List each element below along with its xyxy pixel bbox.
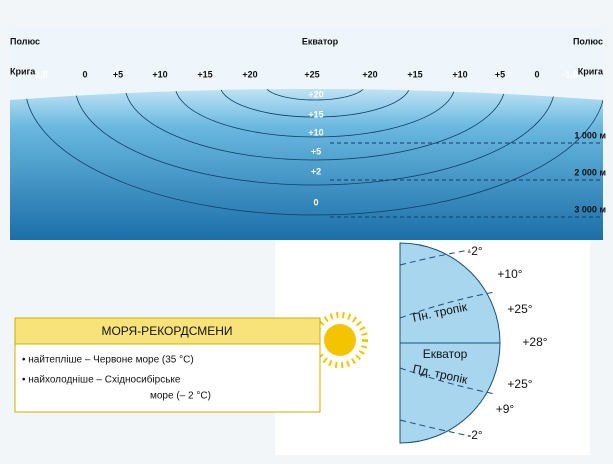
globe-temp: -2° — [467, 244, 483, 258]
record-title: МОРЯ-РЕКОРДСМЕНИ — [101, 324, 232, 338]
diagram: Полюс Екватор Полюс Крига Крига -1,80+5+… — [0, 0, 613, 464]
record-item: море (– 2 °С) — [150, 391, 211, 402]
depth-temp: +5 — [311, 146, 321, 156]
depth-label: 2 000 м — [574, 167, 606, 177]
depth-temp: +15 — [308, 109, 323, 119]
globe-temp: +9° — [496, 402, 515, 416]
depth-temp: +10 — [308, 127, 323, 137]
surface-temp: +20 — [242, 69, 257, 79]
globe-temp: +28° — [522, 335, 547, 349]
surface-temp: +10 — [152, 69, 167, 79]
surface-temp: +15 — [407, 69, 422, 79]
depth-label: 1 000 м — [574, 130, 606, 140]
globe-temp: +10° — [497, 267, 522, 281]
globe-temp: +25° — [507, 377, 532, 391]
surface-temp: +15 — [197, 69, 212, 79]
surface-temp: +20 — [362, 69, 377, 79]
equator-label: Екватор — [302, 36, 339, 46]
surface-temp: +5 — [495, 69, 505, 79]
equator-label: Екватор — [423, 347, 468, 361]
surface-temp: +25 — [304, 69, 319, 79]
globe-temp: +25° — [507, 302, 532, 316]
surface-temp: 0 — [82, 69, 87, 79]
depth-temp: +20 — [308, 89, 323, 99]
record-item: • найхолодніше – Східносибірське — [22, 374, 181, 386]
ice-label: Крига — [578, 66, 604, 76]
record-item: • найтепліше – Червоне море (35 °С) — [22, 355, 194, 366]
surface-temp: -1,8 — [32, 69, 48, 79]
pole-label: Полюс — [10, 36, 40, 46]
surface-temp: -1,8 — [562, 69, 578, 79]
pole-label: Полюс — [573, 36, 603, 46]
depth-label: 3 000 м — [574, 204, 606, 214]
globe-temp: -2° — [467, 428, 483, 442]
depth-temp: +2 — [311, 166, 321, 176]
depth-temp: 0 — [313, 197, 318, 207]
surface-temp: +5 — [113, 69, 123, 79]
surface-temp: 0 — [534, 69, 539, 79]
surface-temp: +10 — [452, 69, 467, 79]
